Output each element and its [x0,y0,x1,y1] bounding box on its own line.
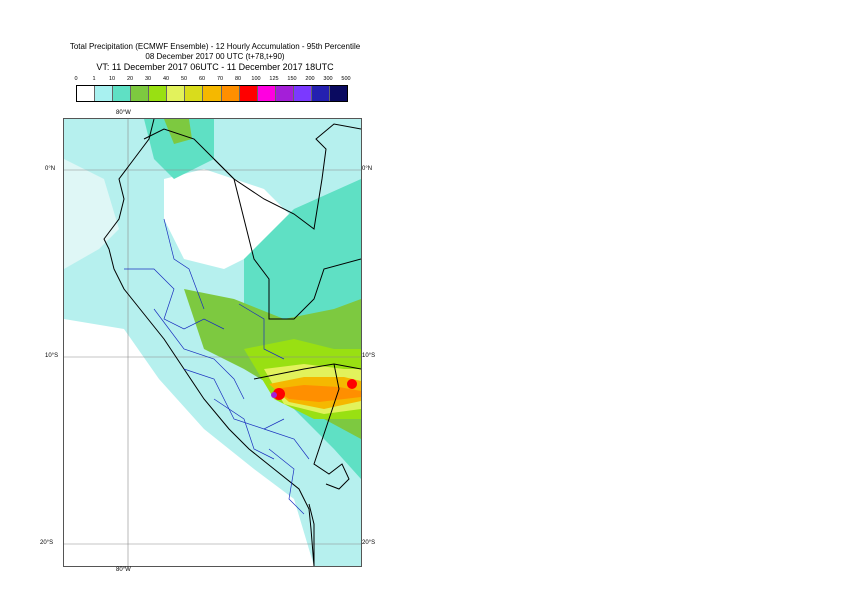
lat-label-10-left: 10°S [45,353,59,359]
legend-swatch [95,86,114,101]
lat-label-0-right: 0°N [362,166,373,172]
legend-tick-label: 200 [305,76,315,82]
legend-tick-label: 300 [323,76,333,82]
legend-tick-label: 100 [251,76,261,82]
legend-tick-label: 150 [287,76,297,82]
legend-swatch [257,86,276,101]
title-line-1: Total Precipitation (ECMWF Ensemble) - 1… [69,42,361,51]
lat-label-20-left: 20°S [40,540,54,546]
lat-label-20-right: 20°S [362,540,376,546]
legend-swatch [239,86,258,101]
legend-tick-label: 40 [162,76,170,82]
legend-tick-label: 70 [216,76,224,82]
lat-label-0-left: 0°N [45,166,56,172]
legend-tick-label: 0 [74,76,78,82]
legend-tick-label: 60 [198,76,206,82]
legend-swatch [221,86,240,101]
lat-label-10-right: 10°S [362,353,376,359]
legend-swatch [77,86,96,101]
legend-swatch [167,86,186,101]
legend-tick-labels: 0 1 10 20 30 40 50 60 70 80 100 125 150 200 300 500 [74,76,351,85]
precipitation-legend: 0 1 10 20 30 40 50 60 70 80 100 125 150 200 300 500 [74,76,351,102]
legend-tick-label: 50 [180,76,188,82]
legend-swatch [311,86,330,101]
legend-tick-label: 500 [341,76,351,82]
legend-swatch [275,86,294,101]
title-line-3: VT: 11 December 2017 06UTC - 11 December… [96,62,334,72]
legend-swatch [149,86,168,101]
map-title: Total Precipitation (ECMWF Ensemble) - 1… [50,42,380,72]
map-canvas [64,119,361,566]
lon-label-bottom: 80°W [116,567,131,573]
legend-swatch [131,86,150,101]
legend-swatch [329,86,347,101]
legend-color-bar [76,85,348,102]
legend-swatch [113,86,132,101]
legend-swatch [185,86,204,101]
legend-swatch [203,86,222,101]
precipitation-map [63,118,362,567]
lon-label-top-outside: 80°W [116,110,131,116]
legend-tick-label: 10 [108,76,116,82]
legend-tick-label: 1 [92,76,96,82]
title-line-2: 08 December 2017 00 UTC (t+78,t+90) [145,52,285,61]
legend-tick-label: 20 [126,76,134,82]
legend-tick-label: 125 [269,76,279,82]
legend-tick-label: 80 [234,76,242,82]
legend-tick-label: 30 [144,76,152,82]
legend-swatch [293,86,312,101]
